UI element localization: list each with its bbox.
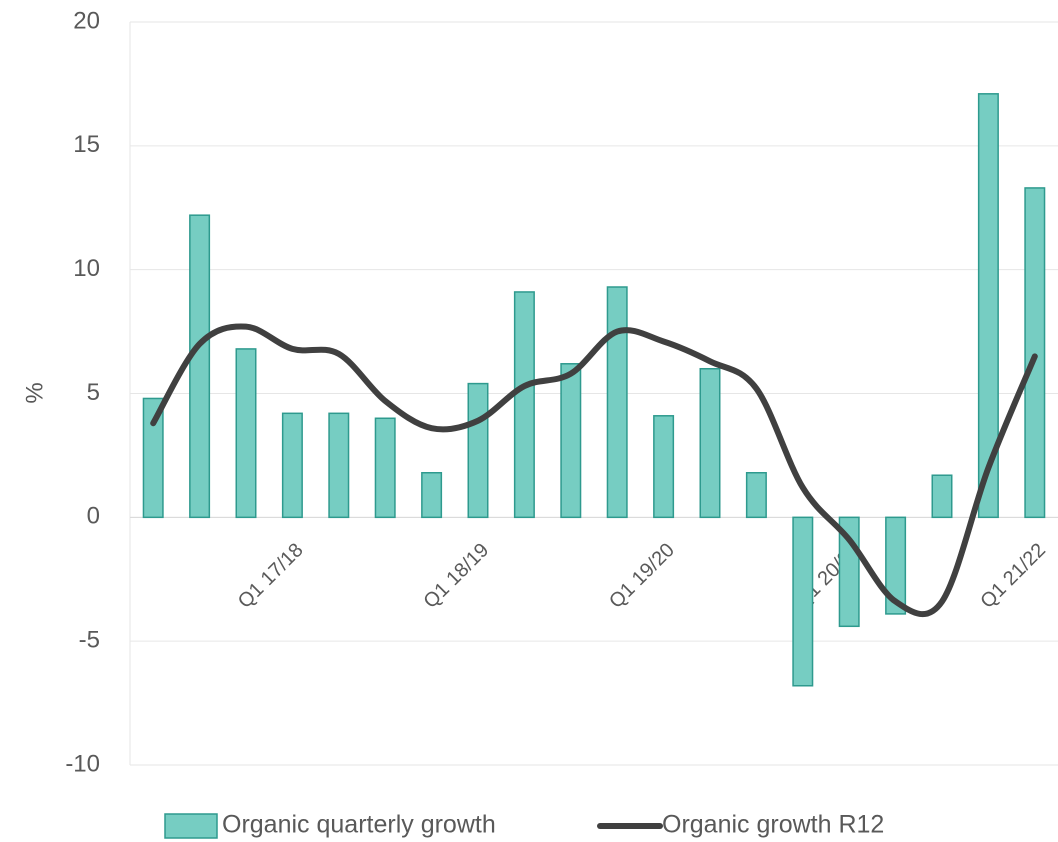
y-tick-label: 5 [87, 379, 100, 406]
bar [513, 291, 535, 519]
bar [142, 397, 164, 519]
legend-label: Organic quarterly growth [222, 811, 496, 839]
bar [653, 415, 675, 519]
line [150, 323, 1038, 618]
bar [745, 472, 767, 519]
y-tick-label: 10 [73, 255, 100, 282]
y-axis-label: % [21, 382, 48, 403]
y-tick-label: 20 [73, 7, 100, 34]
legend-label: Organic growth R12 [662, 811, 884, 839]
bar [931, 474, 953, 519]
x-tick-label: Q1 21/22 [976, 539, 1050, 613]
bar [1024, 187, 1046, 519]
x-tick-label: Q1 19/20 [605, 539, 679, 613]
legend-swatch [164, 813, 218, 839]
bar [421, 472, 443, 519]
bar [606, 286, 628, 519]
bar [792, 516, 814, 687]
bar [235, 348, 257, 519]
bar [977, 93, 999, 519]
bar [885, 516, 907, 615]
bar [281, 412, 303, 519]
x-tick-label: Q1 18/19 [420, 539, 494, 613]
bar [699, 367, 721, 519]
y-tick-label: -5 [79, 627, 100, 654]
bar [374, 417, 396, 519]
bar [467, 382, 489, 519]
bar [328, 412, 350, 519]
x-tick-label: Q1 17/18 [234, 539, 308, 613]
bar [189, 214, 211, 519]
y-tick-label: -10 [65, 750, 100, 777]
y-tick-label: 0 [87, 503, 100, 530]
bar [560, 363, 582, 519]
y-tick-label: 15 [73, 131, 100, 158]
